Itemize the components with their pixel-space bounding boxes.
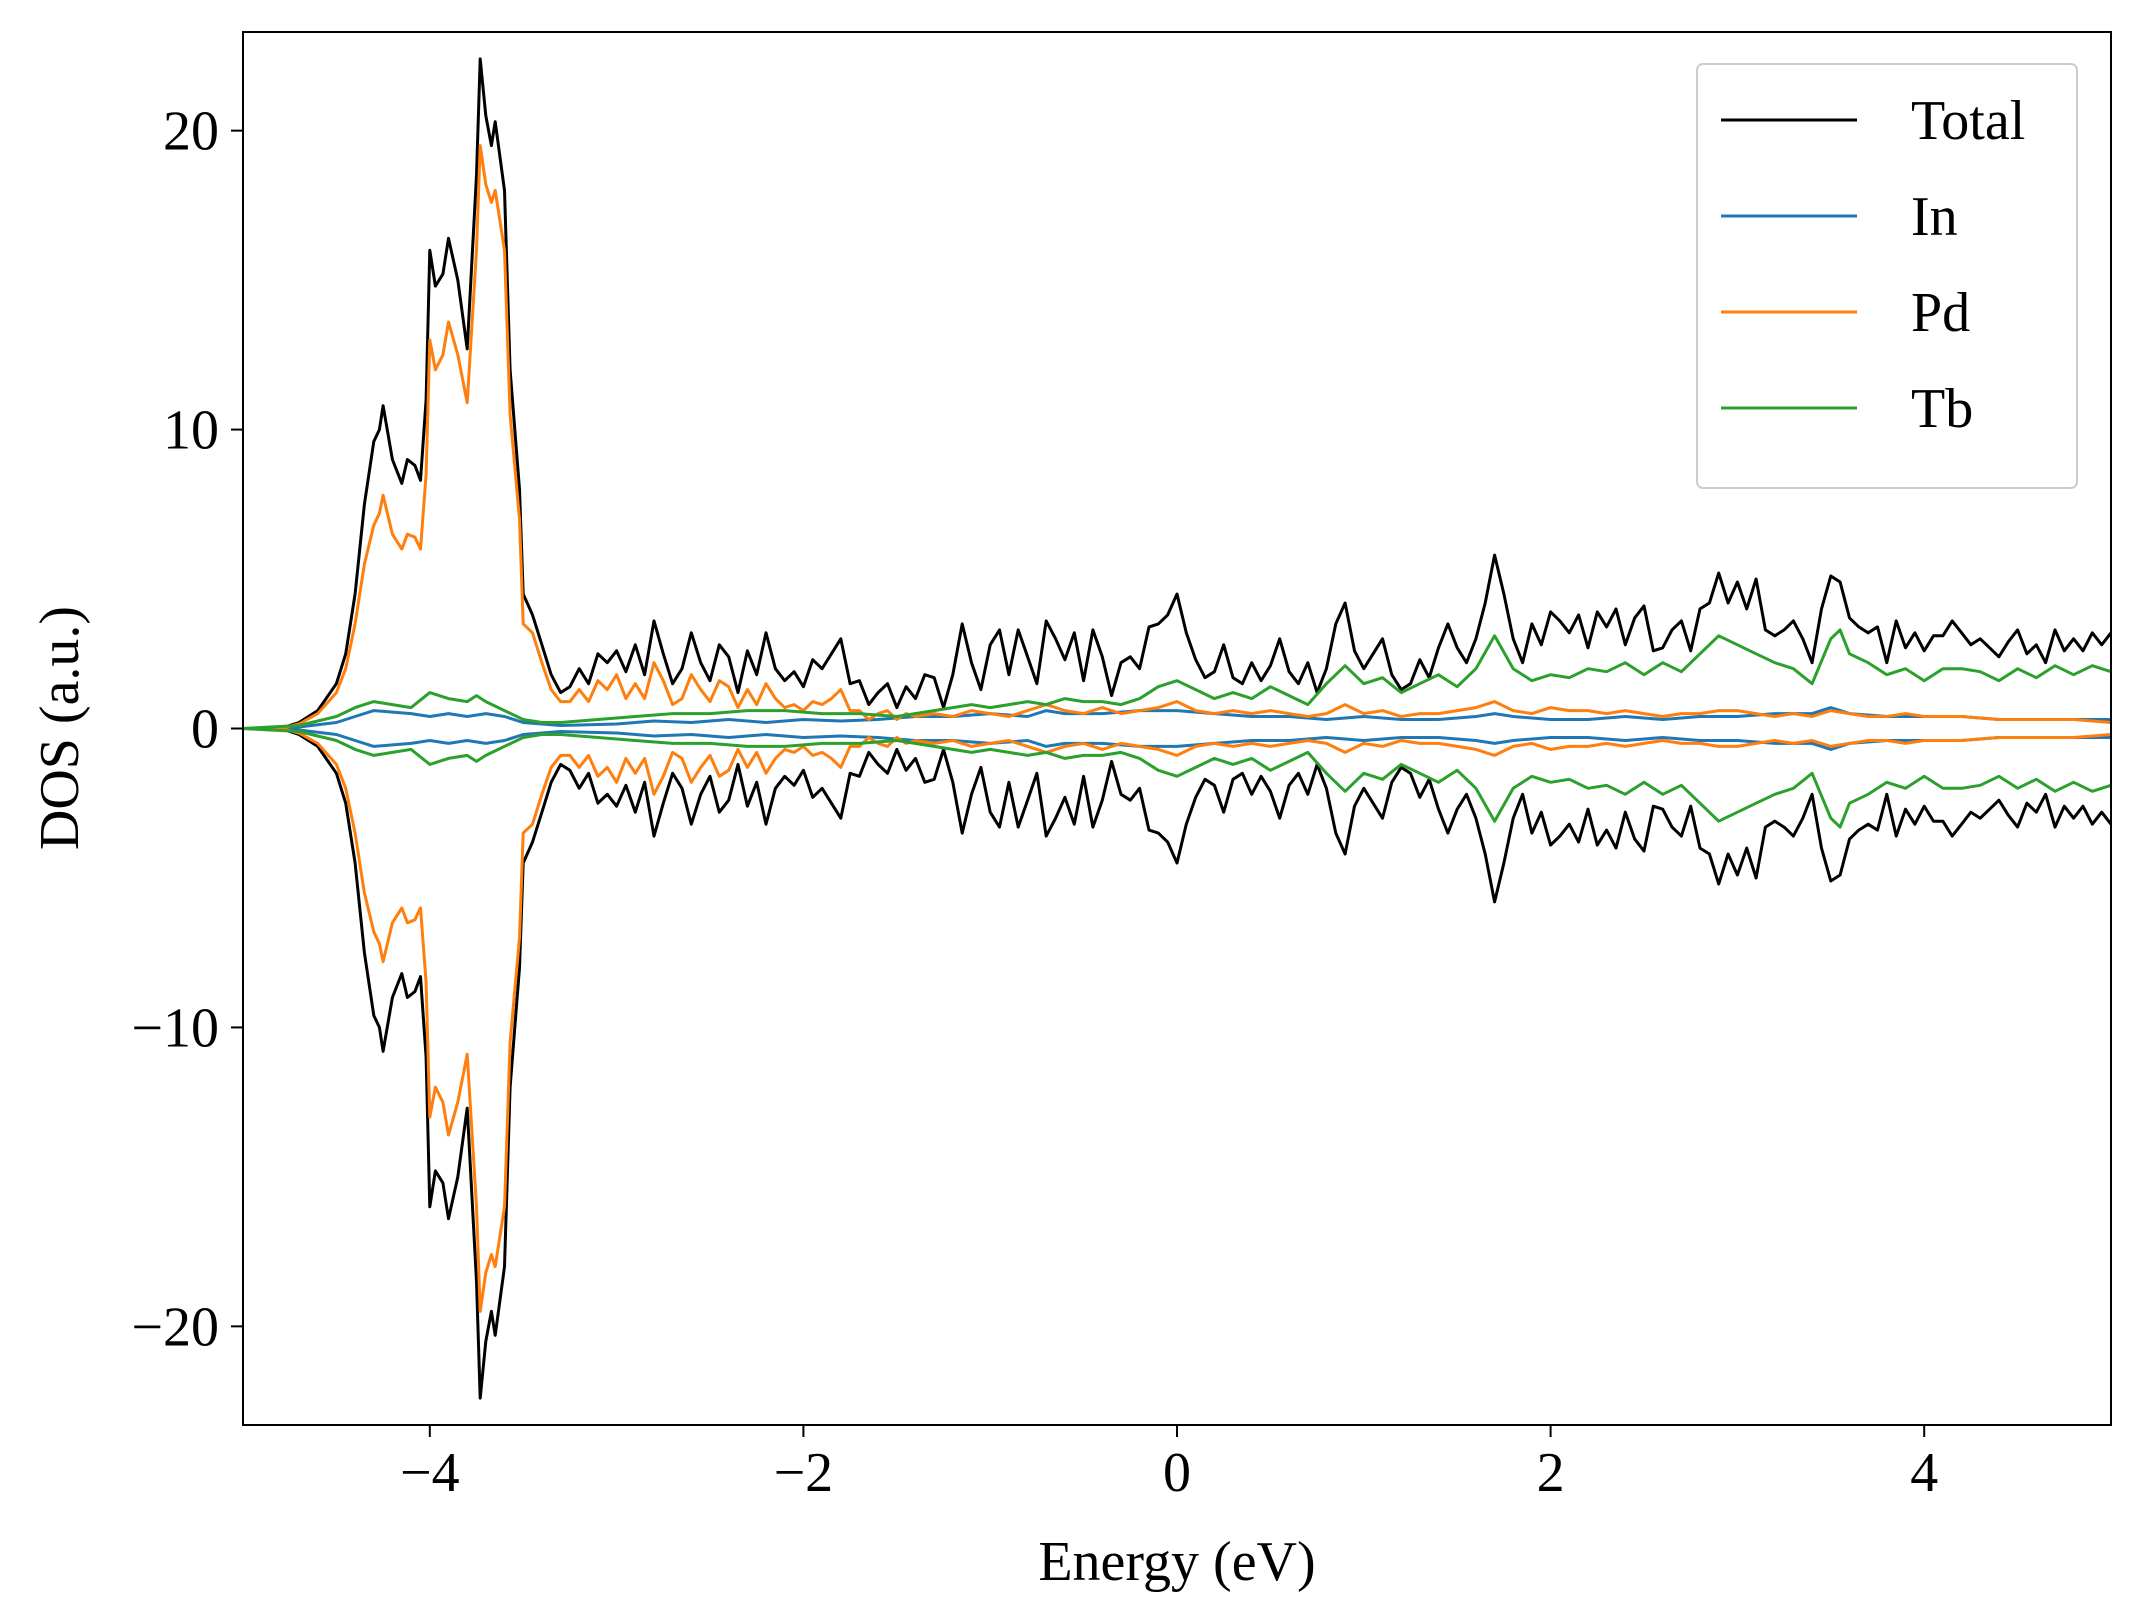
y-tick-label: −10 [131,997,219,1059]
x-axis-label: Energy (eV) [1038,1531,1315,1593]
y-tick-label: 10 [163,400,219,462]
legend-box [1696,63,2078,489]
legend-label-total: Total [1911,90,2025,152]
y-axis-label: DOS (a.u.) [29,606,91,850]
y-tick-label: −20 [131,1296,219,1358]
x-tick-label: 0 [1163,1442,1191,1504]
series-tb-spin-down-line [242,727,2112,829]
series-tb-spin-up-line [242,628,2112,730]
y-tick-label: 20 [163,101,219,163]
x-tick-label: −4 [400,1442,460,1504]
x-tick-label: 2 [1537,1442,1565,1504]
series-layer [242,57,2113,1400]
series-total-spin-up-line [243,57,2113,730]
legend-label-tb: Tb [1911,378,1973,440]
legend[interactable]: Total In Pd Tb [1696,63,2078,489]
series-total-spin-down-line [243,727,2113,1400]
x-tick-label: 4 [1910,1442,1938,1504]
legend-label-in: In [1911,186,1958,248]
series-pd-spin-down-line [243,727,2112,1313]
series-pd-spin-up-line [243,144,2112,730]
x-tick-label: −2 [774,1442,834,1504]
legend-label-pd: Pd [1911,282,1970,344]
y-tick-label: 0 [191,699,219,761]
